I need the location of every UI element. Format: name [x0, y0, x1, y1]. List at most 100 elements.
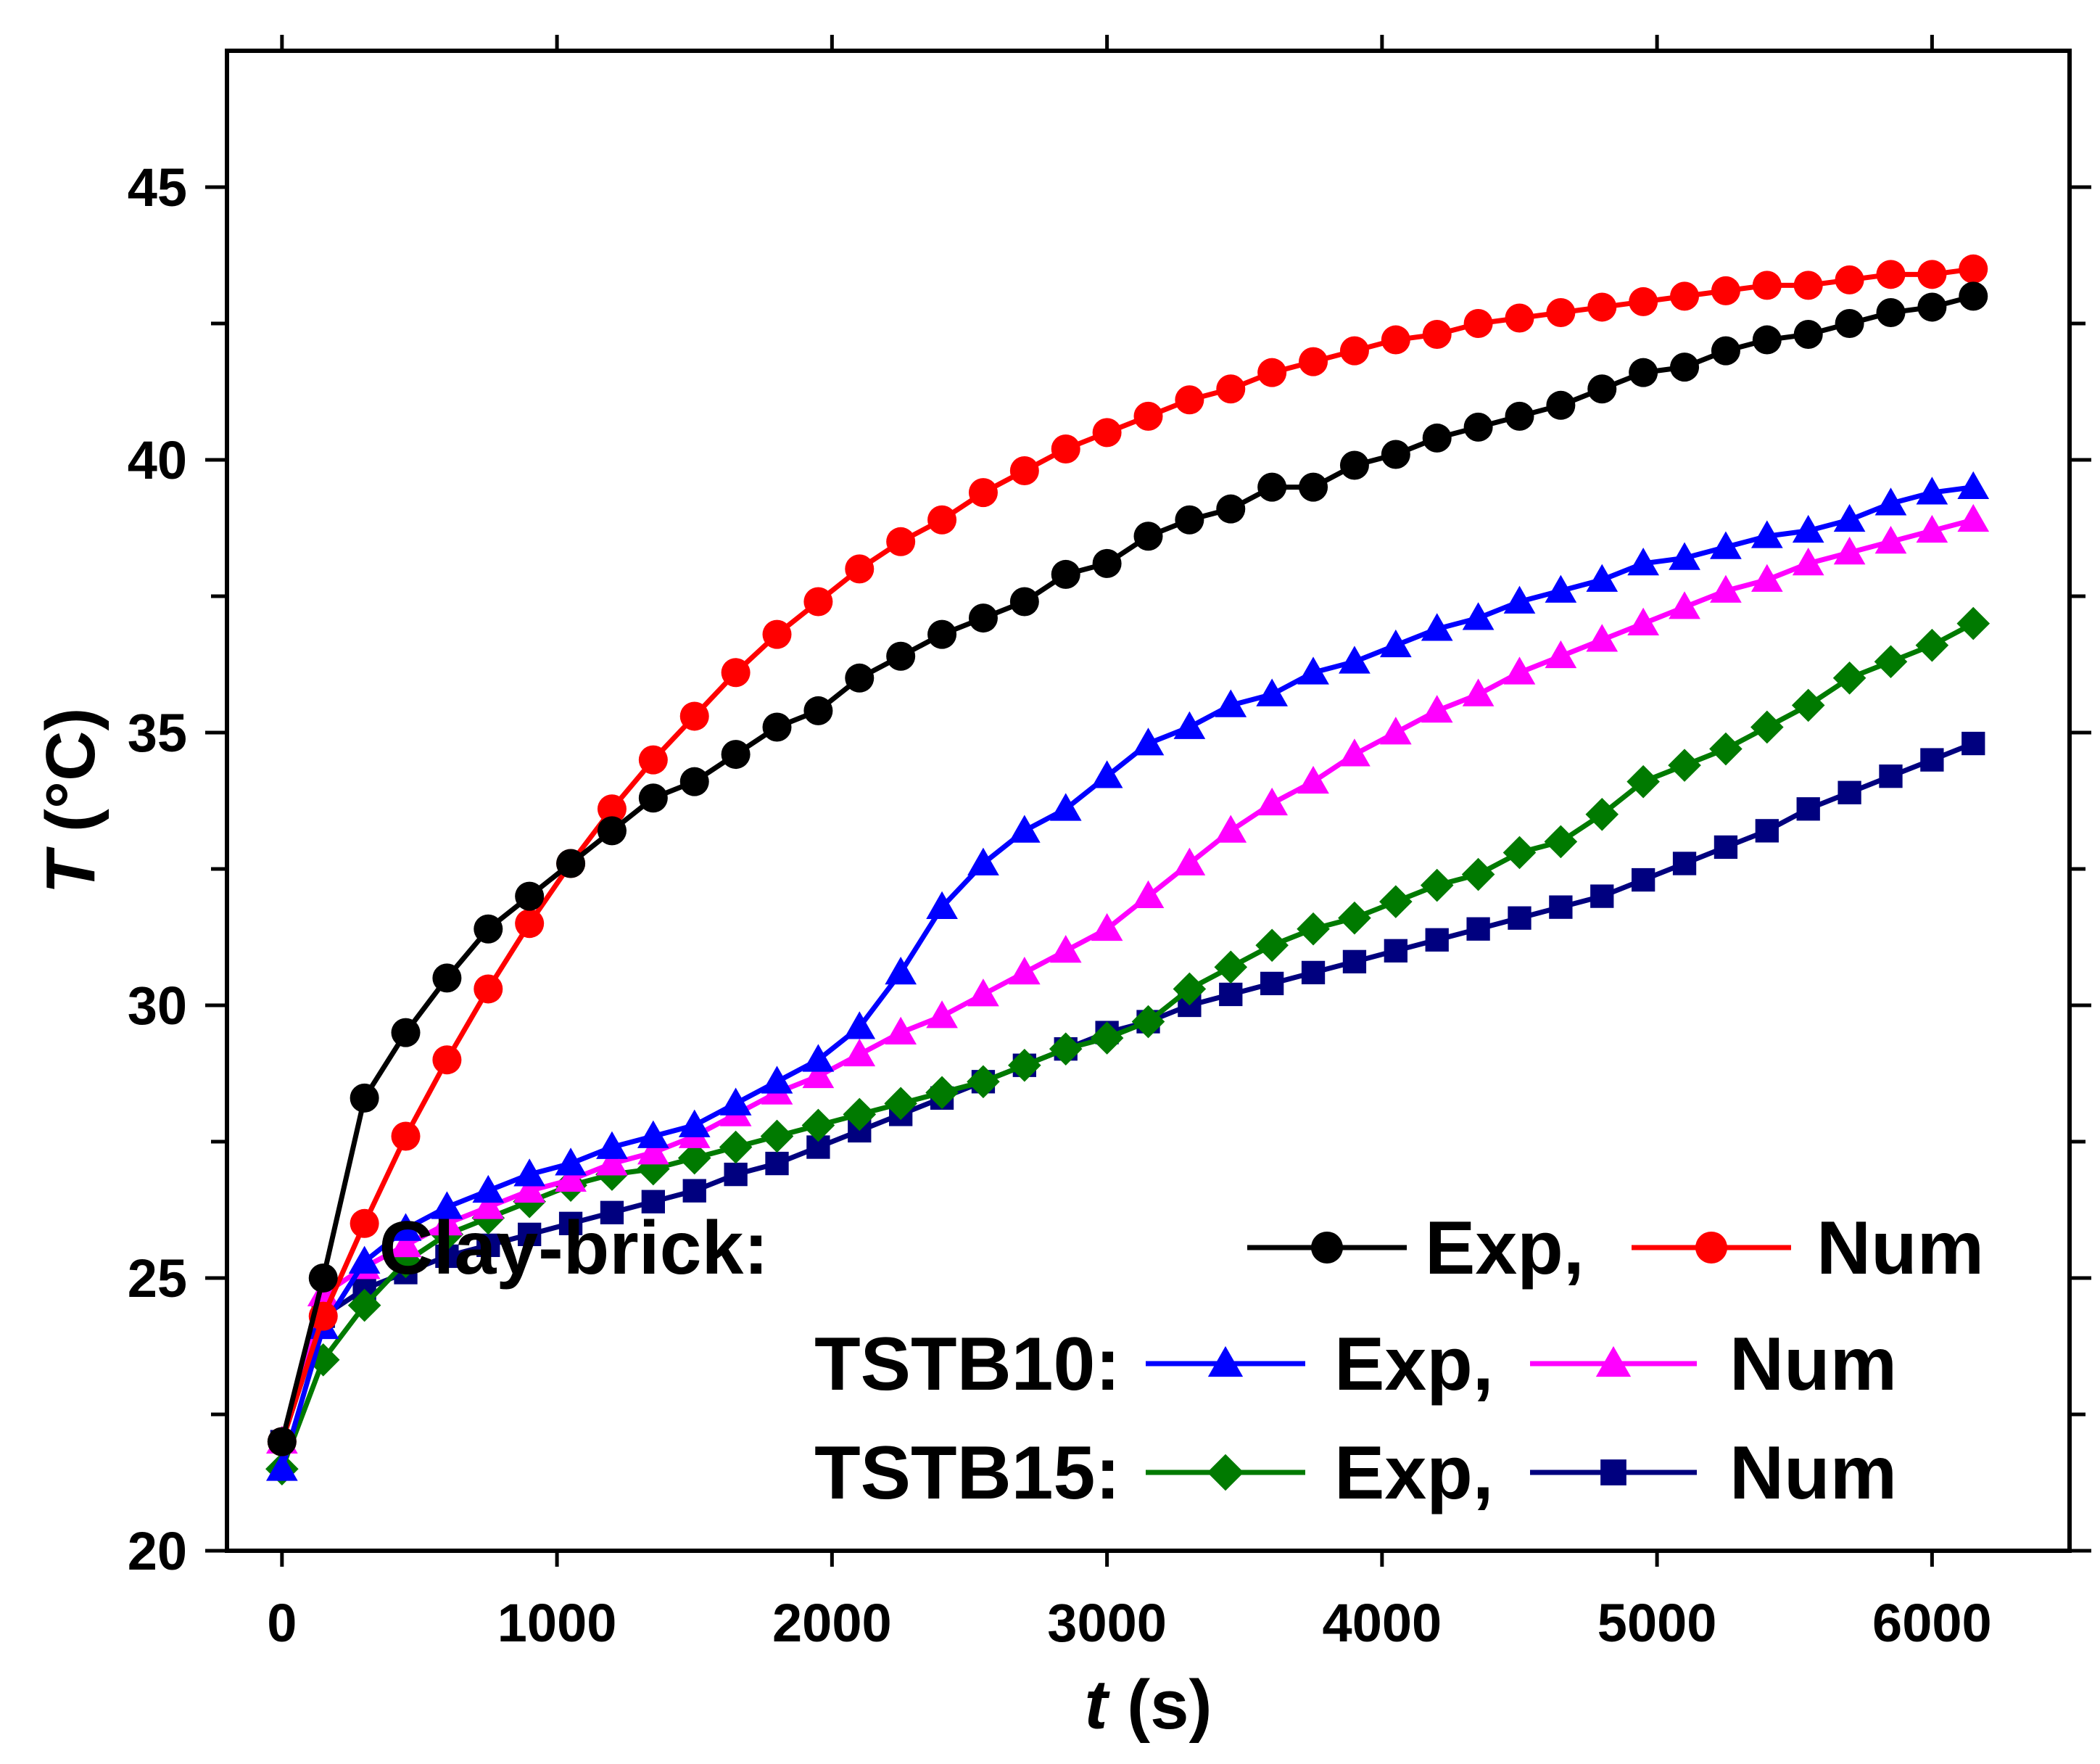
data-point [1714, 835, 1738, 860]
data-point [1461, 857, 1495, 891]
data-point [1133, 522, 1163, 551]
x-tick-label: 3000 [1047, 1593, 1167, 1653]
legend-label: Clay-brick: [379, 1206, 769, 1290]
data-point [1917, 292, 1947, 322]
data-point [845, 554, 875, 584]
data-point [1384, 939, 1407, 963]
data-point [1709, 732, 1743, 766]
data-point [760, 1119, 794, 1153]
data-point [886, 527, 916, 556]
data-point [1463, 412, 1493, 442]
data-point [1587, 292, 1617, 322]
data-point [1545, 640, 1577, 669]
data-point [721, 658, 751, 688]
data-point [1505, 401, 1534, 431]
data-point [1544, 825, 1578, 859]
data-point [1175, 385, 1204, 415]
data-point [432, 963, 462, 993]
data-point [1133, 401, 1163, 431]
data-point [719, 1087, 752, 1116]
data-point [1586, 564, 1619, 592]
data-point [1546, 297, 1576, 327]
y-tick-label: 20 [128, 1521, 187, 1581]
data-point [1339, 738, 1371, 767]
plot-frame [225, 49, 2072, 1553]
data-point [1832, 662, 1867, 695]
x-tick-label: 0 [267, 1593, 297, 1653]
data-point [1215, 689, 1247, 717]
data-point [968, 603, 998, 633]
data-point [431, 1191, 463, 1219]
data-point [1626, 764, 1660, 799]
data-point [682, 1179, 706, 1203]
data-point [1503, 585, 1536, 614]
data-point [1752, 271, 1782, 300]
data-point [1710, 531, 1742, 559]
data-point [1833, 536, 1866, 565]
data-point [1669, 591, 1700, 619]
data-point [1297, 912, 1330, 946]
data-point [1549, 895, 1573, 919]
data-point [1838, 780, 1861, 804]
data-point [472, 1191, 505, 1219]
data-point [1632, 867, 1655, 892]
data-point [761, 1066, 793, 1094]
data-point [1090, 1021, 1124, 1055]
data-point [677, 1141, 711, 1175]
data-point [1049, 1032, 1083, 1066]
data-point [350, 1208, 379, 1238]
data-point [927, 619, 957, 649]
data-point [1301, 960, 1326, 985]
data-point [1173, 847, 1206, 875]
data-point [885, 1016, 917, 1044]
data-point [968, 478, 998, 508]
data-point [1214, 950, 1248, 984]
data-point [1791, 688, 1825, 722]
y-tick-label: 45 [128, 157, 187, 218]
data-point [1669, 542, 1700, 570]
data-point [721, 740, 751, 770]
data-point [927, 505, 957, 535]
data-point [1876, 297, 1906, 327]
legend-exp: Exp, [1425, 1206, 1584, 1290]
data-point [1049, 793, 1082, 821]
data-point [762, 712, 792, 742]
data-point [1956, 606, 1991, 640]
data-point [1420, 868, 1454, 902]
data-point [926, 1000, 958, 1029]
data-point [1833, 503, 1866, 532]
data-point [266, 1453, 298, 1481]
data-point [803, 587, 833, 617]
data-point [308, 1264, 338, 1293]
data-point [1173, 711, 1206, 739]
data-point [641, 1190, 665, 1213]
data-point [513, 1158, 546, 1187]
data-point [474, 974, 503, 1004]
data-point [515, 909, 545, 939]
data-point [391, 1018, 421, 1047]
data-point [1711, 276, 1740, 305]
data-point [886, 641, 916, 671]
legend-exp: Exp, [1334, 1322, 1494, 1406]
data-point [1545, 574, 1577, 603]
data-point [1874, 645, 1908, 679]
data-point [1874, 525, 1907, 554]
data-point [1961, 731, 1985, 756]
data-point [556, 849, 586, 878]
data-point [1957, 471, 1990, 499]
data-point [350, 1083, 379, 1113]
data-point [762, 619, 792, 649]
data-point [1590, 884, 1614, 908]
data-point [637, 1120, 669, 1148]
data-point [1879, 764, 1903, 788]
data-point [719, 1130, 753, 1164]
data-point [845, 663, 875, 693]
data-point [1505, 303, 1534, 333]
data-point [843, 1011, 876, 1039]
data-point [474, 914, 503, 944]
y-tick-label: 30 [128, 976, 187, 1036]
data-point [1585, 798, 1619, 831]
data-point [1008, 815, 1041, 843]
data-point [1009, 587, 1039, 617]
